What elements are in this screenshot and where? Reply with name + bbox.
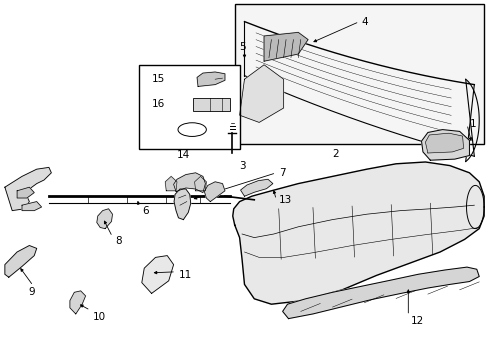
Polygon shape bbox=[17, 187, 34, 198]
Polygon shape bbox=[197, 72, 224, 86]
Polygon shape bbox=[240, 179, 272, 196]
Text: 15: 15 bbox=[151, 74, 164, 84]
Text: 9: 9 bbox=[28, 287, 35, 297]
Text: 7: 7 bbox=[278, 168, 285, 178]
Polygon shape bbox=[425, 133, 463, 153]
Bar bbox=[193, 98, 229, 111]
Polygon shape bbox=[204, 182, 224, 202]
Text: 16: 16 bbox=[151, 99, 164, 109]
Text: 3: 3 bbox=[239, 161, 246, 171]
Text: 4: 4 bbox=[361, 17, 368, 27]
Bar bbox=[234, 4, 483, 144]
Text: 1: 1 bbox=[468, 119, 475, 129]
Text: 2: 2 bbox=[332, 149, 339, 159]
Polygon shape bbox=[70, 291, 85, 314]
Text: 14: 14 bbox=[176, 150, 190, 160]
Text: 13: 13 bbox=[278, 195, 291, 205]
Polygon shape bbox=[264, 32, 307, 61]
Polygon shape bbox=[421, 130, 468, 160]
Polygon shape bbox=[282, 267, 478, 319]
Text: 6: 6 bbox=[142, 206, 148, 216]
Polygon shape bbox=[22, 202, 41, 211]
Polygon shape bbox=[239, 65, 283, 122]
Polygon shape bbox=[173, 173, 205, 193]
Ellipse shape bbox=[178, 123, 206, 136]
Polygon shape bbox=[97, 209, 112, 229]
Text: 10: 10 bbox=[93, 312, 106, 322]
Polygon shape bbox=[5, 167, 51, 211]
Polygon shape bbox=[232, 162, 483, 304]
Polygon shape bbox=[165, 176, 177, 191]
Polygon shape bbox=[5, 246, 37, 277]
Polygon shape bbox=[174, 189, 190, 220]
Text: 5: 5 bbox=[239, 42, 246, 52]
Bar bbox=[139, 65, 239, 149]
Polygon shape bbox=[142, 256, 173, 293]
Text: 12: 12 bbox=[410, 316, 423, 326]
Text: 8: 8 bbox=[115, 236, 122, 246]
Text: 11: 11 bbox=[178, 270, 191, 280]
Polygon shape bbox=[194, 176, 206, 191]
